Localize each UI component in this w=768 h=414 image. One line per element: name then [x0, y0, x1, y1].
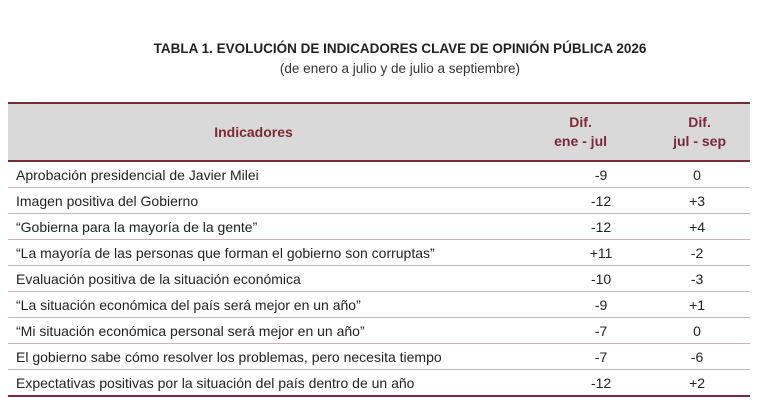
value-cell: -7	[498, 343, 645, 370]
table-subtitle: (de enero a julio y de julio a septiembr…	[279, 61, 521, 76]
table-row: “Gobierna para la mayoría de la gente” -1…	[8, 213, 750, 240]
column-header: Dif. jul - sep	[644, 102, 750, 162]
column-header: Indicadores	[8, 102, 498, 162]
header-line: Indicadores	[214, 123, 293, 140]
header-line: ene - jul	[554, 133, 608, 149]
value-cell: -9	[498, 161, 645, 188]
indicator-cell: “Gobierna para la mayoría de la gente”	[8, 213, 498, 240]
header-line: Dif.	[688, 114, 711, 130]
value-cell: +2	[644, 369, 750, 397]
table: Indicadores Dif. ene - jul Dif. jul - sep Ap…	[8, 102, 750, 397]
table-row: “La situación económica del país será me…	[8, 291, 750, 318]
indicator-cell: Expectativas positivas por la situación …	[8, 369, 498, 397]
header-line: Dif.	[569, 114, 592, 130]
indicator-cell: “La mayoría de las personas que forman e…	[8, 239, 498, 266]
value-cell: +1	[644, 291, 750, 318]
table-title: TABLA 1. EVOLUCIÓN DE INDICADORES CLAVE …	[153, 41, 647, 56]
indicator-cell: “Mi situación económica personal será me…	[8, 317, 498, 344]
indicator-cell: El gobierno sabe cómo resolver los probl…	[8, 343, 498, 370]
table-row: “Mi situación económica personal será me…	[8, 317, 750, 344]
value-cell: -12	[498, 213, 645, 240]
table-row: El gobierno sabe cómo resolver los probl…	[8, 343, 750, 370]
table-header: Indicadores Dif. ene - jul Dif. jul - sep	[8, 102, 750, 162]
table-row: Aprobación presidencial de Javier Milei -…	[8, 161, 750, 188]
value-cell: -6	[644, 343, 750, 370]
value-cell: -3	[644, 265, 750, 292]
header-line: jul - sep	[673, 133, 727, 149]
table-row: Imagen positiva del Gobierno -12 +3	[8, 187, 750, 214]
value-cell: +4	[644, 213, 750, 240]
value-cell: 0	[644, 317, 750, 344]
value-cell: -2	[644, 239, 750, 266]
table-row: Expectativas positivas por la situación …	[8, 369, 750, 397]
value-cell: -10	[498, 265, 645, 292]
value-cell: +3	[644, 187, 750, 214]
table-row: Evaluación positiva de la situación econ…	[8, 265, 750, 292]
value-cell: -12	[498, 369, 645, 397]
indicator-cell: Imagen positiva del Gobierno	[8, 187, 498, 214]
table-row: “La mayoría de las personas que forman e…	[8, 239, 750, 266]
value-cell: -7	[498, 317, 645, 344]
indicator-cell: “La situación económica del país será me…	[8, 291, 498, 318]
table-body: Aprobación presidencial de Javier Milei -…	[8, 161, 750, 397]
indicator-cell: Evaluación positiva de la situación econ…	[8, 265, 498, 292]
value-cell: +11	[498, 239, 645, 266]
indicator-cell: Aprobación presidencial de Javier Milei	[8, 161, 498, 188]
column-header: Dif. ene - jul	[498, 102, 645, 162]
value-cell: -12	[498, 187, 645, 214]
header-row: Indicadores Dif. ene - jul Dif. jul - sep	[8, 102, 750, 162]
value-cell: -9	[498, 291, 645, 318]
value-cell: 0	[644, 161, 750, 188]
